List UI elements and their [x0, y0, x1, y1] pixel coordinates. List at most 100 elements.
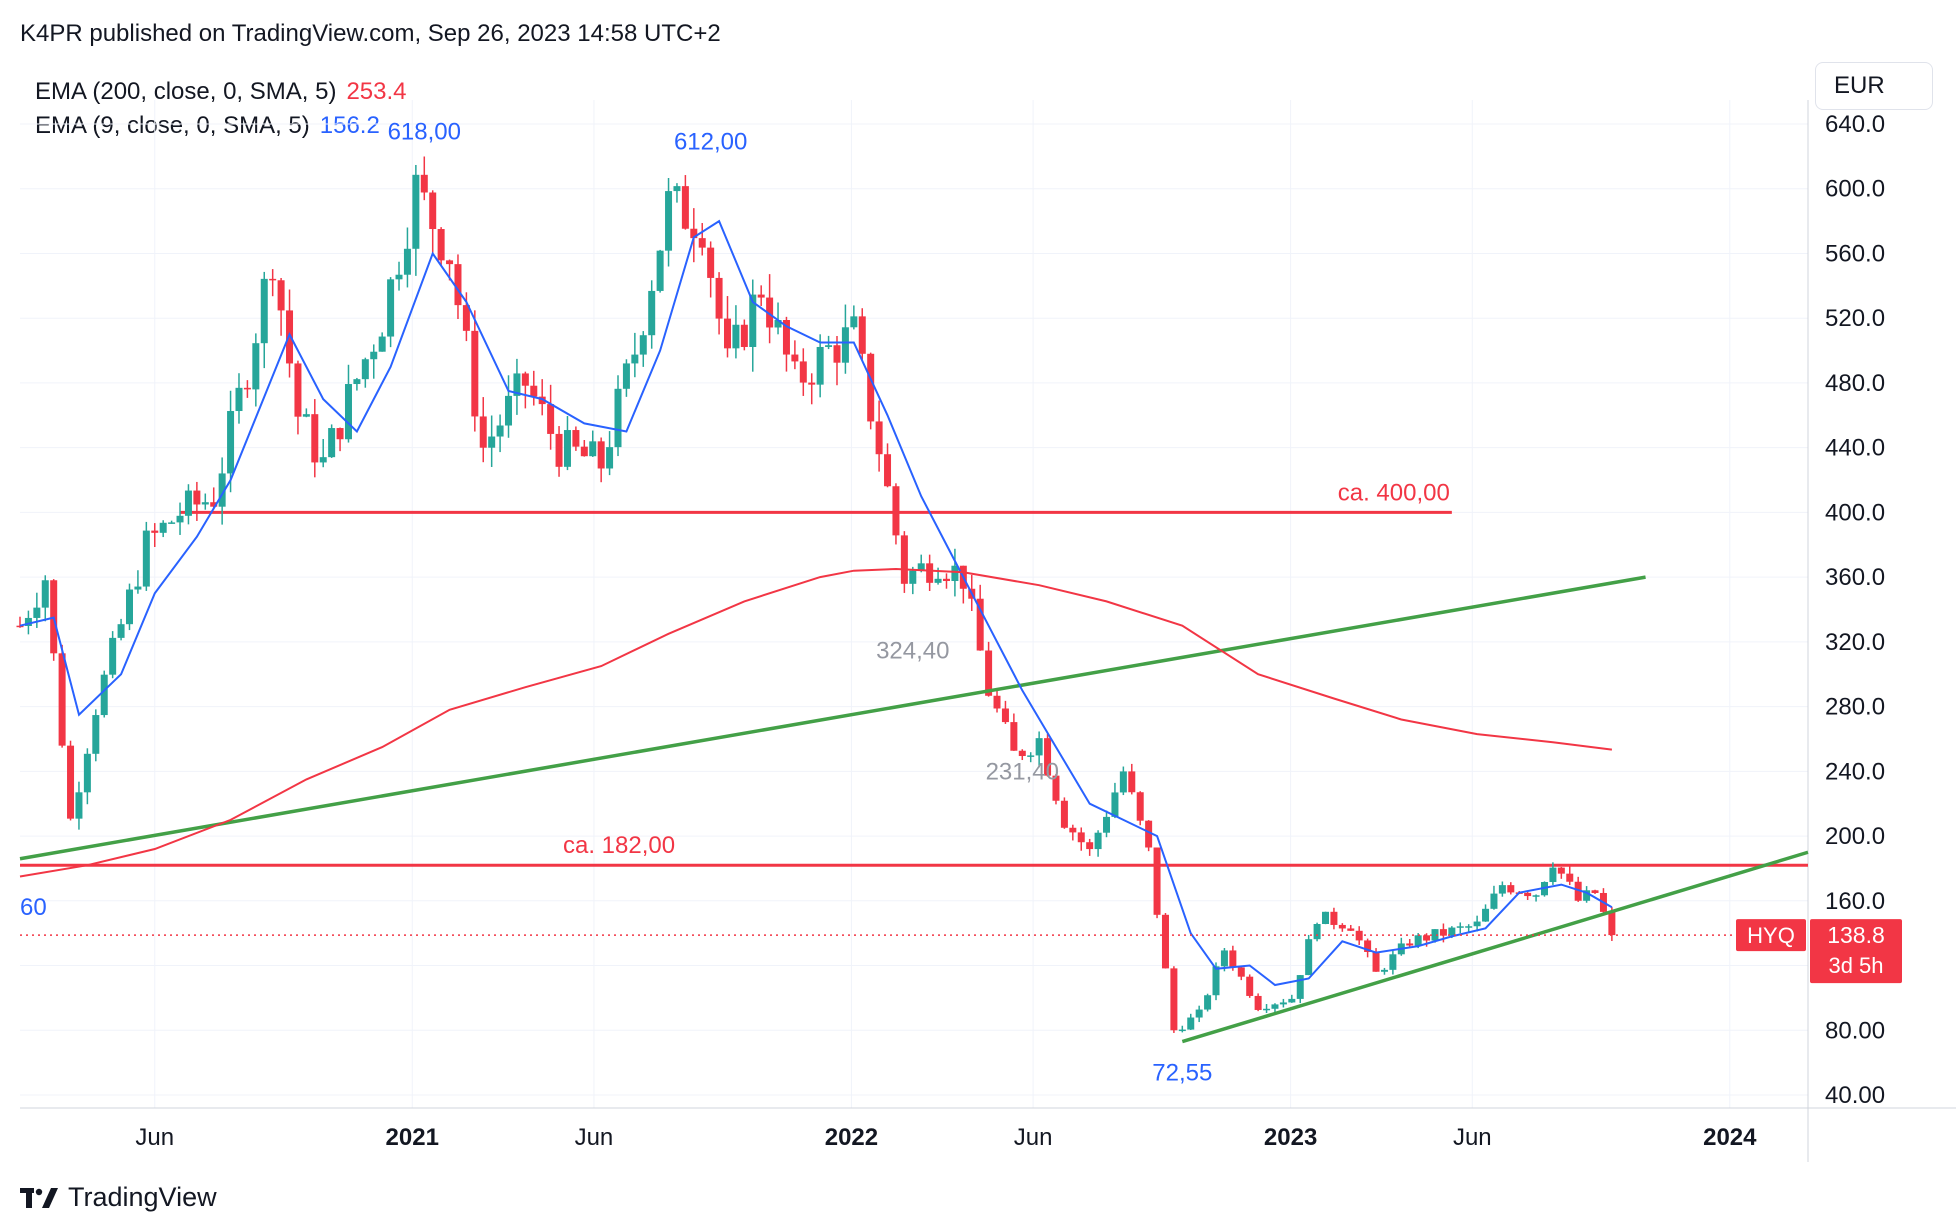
candle-body [926, 563, 934, 583]
candle-body [1524, 892, 1532, 897]
y-tick-label: 80.00 [1825, 1017, 1885, 1044]
candle-body [311, 414, 319, 463]
candle-body [67, 745, 75, 819]
candle-body [538, 396, 546, 405]
candle-body [1001, 708, 1009, 723]
candle-body [1338, 924, 1346, 929]
candle-body [1448, 927, 1456, 936]
candle-body [513, 373, 521, 396]
candle-body [715, 277, 723, 319]
candle-body [1170, 968, 1178, 1031]
legend-ema9[interactable]: EMA (9, close, 0, SMA, 5) 156.2 [35, 112, 380, 140]
candle-body [985, 650, 993, 696]
candle-body [1532, 895, 1540, 897]
candle-body [707, 247, 715, 278]
candle-body [1204, 995, 1212, 1010]
candle-body [1111, 792, 1119, 817]
x-tick-label: Jun [575, 1124, 614, 1151]
candle-body [41, 580, 49, 608]
candle-body [33, 607, 41, 618]
candle-body [488, 436, 496, 448]
candle-body [159, 522, 167, 533]
currency-button[interactable]: EUR [1815, 62, 1933, 110]
candle-body [782, 320, 790, 355]
candle-body [1364, 940, 1372, 952]
candle-body [606, 447, 614, 469]
candle-body [1456, 926, 1464, 928]
candle-body [1077, 832, 1085, 843]
candle-body [151, 530, 159, 533]
candle-body [117, 624, 125, 638]
brand[interactable]: TradingView [20, 1180, 217, 1214]
candle-body [1018, 750, 1026, 757]
price-label: 612,00 [674, 128, 747, 155]
candle-body [740, 324, 748, 347]
candle-body [665, 191, 673, 251]
candle-body [336, 428, 344, 440]
candle-body [614, 388, 622, 448]
candle-body [681, 186, 689, 229]
candle-body [1153, 847, 1161, 915]
candle-body [993, 695, 1001, 709]
y-tick-label: 320.0 [1825, 629, 1885, 656]
candle-body [656, 250, 664, 291]
ema9-line [19, 219, 1613, 987]
candle-body [1414, 935, 1422, 946]
last-price-value: 138.8 [1827, 922, 1885, 948]
x-tick-label: 2023 [1264, 1124, 1317, 1151]
candle-body [580, 446, 588, 457]
candle-body [1574, 881, 1582, 901]
candle-body [1044, 738, 1052, 776]
y-tick-label: 240.0 [1825, 758, 1885, 785]
candle-body [1119, 771, 1127, 793]
candle-body [218, 473, 226, 507]
price-label: 231,40 [986, 758, 1059, 785]
candle-body [521, 373, 529, 386]
price-tag: HYQ 138.8 3d 5h [1736, 919, 1902, 984]
candle-body [24, 617, 32, 626]
candle-body [1566, 873, 1574, 882]
y-tick-label: 400.0 [1825, 499, 1885, 526]
candle-body [1271, 1004, 1279, 1009]
candle-body [210, 502, 218, 507]
axes: 40.0080.00120.0160.0200.0240.0280.0320.0… [20, 100, 1956, 1162]
candle-body [1330, 911, 1338, 925]
bar-countdown: 3d 5h [1828, 953, 1883, 978]
candle-body [1010, 722, 1018, 751]
candle-body [867, 353, 875, 422]
candle-body [1498, 885, 1506, 894]
candles[interactable] [16, 156, 1616, 1033]
candle-body [1465, 926, 1473, 928]
x-tick-label: 2024 [1703, 1124, 1757, 1151]
horizontal-levels [20, 510, 1808, 867]
y-tick-label: 600.0 [1825, 176, 1885, 203]
candle-body [808, 382, 816, 385]
candle-body [471, 330, 479, 417]
candle-body [58, 653, 66, 746]
candle-body [850, 316, 858, 328]
candle-body [1423, 935, 1431, 941]
legend-ema200[interactable]: EMA (200, close, 0, SMA, 5) 253.4 [35, 78, 407, 106]
candle-body [328, 428, 336, 458]
level-label: ca. 182,00 [563, 832, 675, 859]
candle-body [1246, 976, 1254, 996]
candle-body [841, 327, 849, 363]
candle-body [387, 279, 395, 337]
price-label: 72,55 [1152, 1059, 1212, 1086]
candle-body [1279, 1002, 1287, 1005]
candle-body [462, 305, 470, 331]
candle-body [1237, 967, 1245, 977]
legend-ema9-label: EMA (9, close, 0, SMA, 5) [35, 112, 310, 139]
y-tick-label: 440.0 [1825, 435, 1885, 462]
candle-body [1136, 792, 1144, 821]
candle-body [227, 411, 235, 474]
candle-body [361, 359, 369, 380]
candle-body [1086, 842, 1094, 850]
candle-body [1313, 924, 1321, 940]
last-price-tag-bg [1810, 919, 1902, 984]
candle-body [235, 387, 243, 412]
candle-body [732, 324, 740, 349]
level-label: ca. 400,00 [1338, 479, 1450, 506]
candle-body [125, 589, 133, 625]
